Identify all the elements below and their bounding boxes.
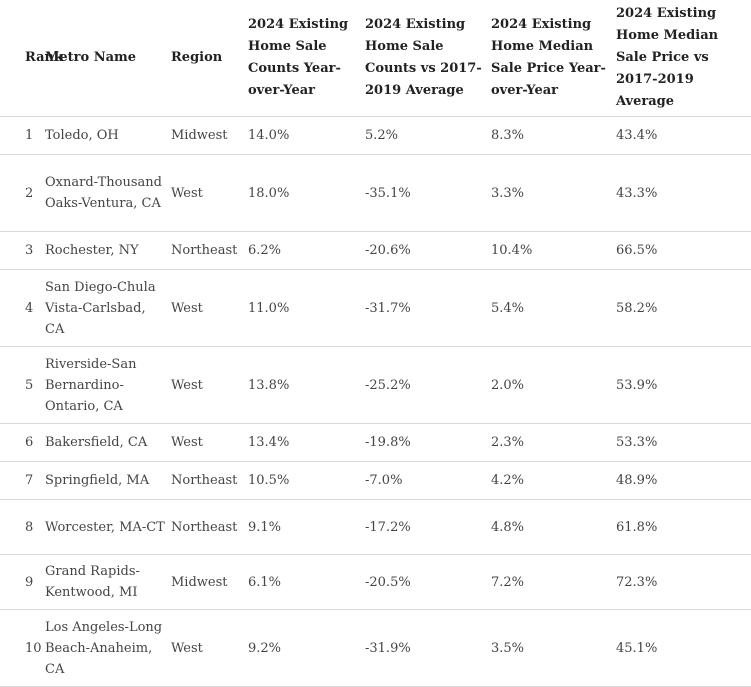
cell-median-price-vs-avg: 45.1% xyxy=(616,640,658,656)
cell-sale-counts-vs-avg: -31.9% xyxy=(365,640,411,656)
header-sale-counts-vs-avg: 2024 Existing Home Sale Counts vs 2017-2… xyxy=(365,17,482,98)
cell-sale-counts-vs-avg: -20.5% xyxy=(365,574,411,590)
cell-sale-counts-vs-avg: -35.1% xyxy=(365,185,411,201)
cell-sale-counts-yoy: 18.0% xyxy=(248,185,290,201)
header-metro-name: Metro Name xyxy=(45,50,137,65)
cell-metro-name: Los Angeles-Long Beach-Anaheim, CA xyxy=(45,619,163,677)
cell-sale-counts-yoy: 9.1% xyxy=(248,519,282,535)
cell-sale-counts-yoy: 14.0% xyxy=(248,128,290,143)
table-row: 1 Toledo, OH Midwest 14.0% 5.2% 8.3% 43.… xyxy=(0,117,751,155)
cell-rank: 10 xyxy=(25,640,42,656)
cell-region: Midwest xyxy=(171,574,228,590)
cell-rank: 1 xyxy=(25,128,34,143)
cell-sale-counts-vs-avg: -17.2% xyxy=(365,519,411,535)
cell-sale-counts-vs-avg: -19.8% xyxy=(365,435,411,450)
cell-rank: 9 xyxy=(25,574,34,590)
header-region: Region xyxy=(171,50,223,65)
table-row: 3 Rochester, NY Northeast 6.2% -20.6% 10… xyxy=(0,232,751,270)
cell-metro-name: Bakersfield, CA xyxy=(45,435,148,450)
cell-metro-name: Toledo, OH xyxy=(45,128,119,143)
cell-sale-counts-yoy: 10.5% xyxy=(248,473,290,488)
cell-median-price-vs-avg: 53.3% xyxy=(616,435,658,450)
cell-metro-name: San Diego-Chula Vista-Carlsbad, CA xyxy=(45,279,156,337)
cell-rank: 2 xyxy=(25,185,34,201)
table-row: 4 San Diego-Chula Vista-Carlsbad, CA Wes… xyxy=(0,270,751,347)
cell-median-price-yoy: 7.2% xyxy=(491,574,525,590)
cell-region: West xyxy=(171,300,203,316)
cell-rank: 3 xyxy=(25,243,34,258)
cell-sale-counts-yoy: 6.1% xyxy=(248,574,282,590)
cell-sale-counts-vs-avg: -7.0% xyxy=(365,473,403,488)
cell-sale-counts-yoy: 6.2% xyxy=(248,243,282,258)
cell-sale-counts-vs-avg: -31.7% xyxy=(365,300,411,316)
cell-region: West xyxy=(171,435,203,450)
cell-rank: 6 xyxy=(25,435,34,450)
table-header: Rank Metro Name Region 2024 Existing Hom… xyxy=(0,0,751,117)
cell-sale-counts-yoy: 11.0% xyxy=(248,300,290,316)
cell-sale-counts-yoy: 13.4% xyxy=(248,435,290,450)
cell-region: Northeast xyxy=(171,243,238,258)
cell-metro-name: Oxnard-Thousand Oaks-Ventura, CA xyxy=(45,175,162,211)
cell-median-price-vs-avg: 58.2% xyxy=(616,300,658,316)
cell-sale-counts-vs-avg: 5.2% xyxy=(365,128,399,143)
cell-sale-counts-yoy: 13.8% xyxy=(248,377,290,393)
cell-metro-name: Springfield, MA xyxy=(45,473,150,488)
cell-metro-name: Riverside-San Bernardino-Ontario, CA xyxy=(45,356,137,414)
cell-median-price-vs-avg: 43.4% xyxy=(616,128,658,143)
cell-rank: 4 xyxy=(25,300,34,316)
cell-median-price-yoy: 4.8% xyxy=(491,519,525,535)
cell-median-price-yoy: 10.4% xyxy=(491,243,533,258)
table-body: 1 Toledo, OH Midwest 14.0% 5.2% 8.3% 43.… xyxy=(0,117,751,687)
header-median-price-yoy: 2024 Existing Home Median Sale Price Yea… xyxy=(491,17,606,98)
cell-region: Midwest xyxy=(171,128,228,143)
cell-metro-name: Rochester, NY xyxy=(45,243,139,258)
cell-region: West xyxy=(171,377,203,393)
cell-region: Northeast xyxy=(171,473,238,488)
cell-median-price-yoy: 2.0% xyxy=(491,377,525,393)
cell-rank: 8 xyxy=(25,519,34,535)
table-row: 7 Springfield, MA Northeast 10.5% -7.0% … xyxy=(0,462,751,500)
cell-metro-name: Worcester, MA-CT xyxy=(45,519,165,535)
cell-median-price-yoy: 2.3% xyxy=(491,435,525,450)
cell-sale-counts-vs-avg: -20.6% xyxy=(365,243,411,258)
cell-rank: 7 xyxy=(25,473,34,488)
cell-sale-counts-yoy: 9.2% xyxy=(248,640,282,656)
cell-rank: 5 xyxy=(25,377,34,393)
table-row: 5 Riverside-San Bernardino-Ontario, CA W… xyxy=(0,347,751,424)
cell-region: West xyxy=(171,640,203,656)
header-rank: Rank xyxy=(25,50,63,65)
cell-median-price-yoy: 4.2% xyxy=(491,473,525,488)
header-median-price-vs-avg: 2024 Existing Home Median Sale Price vs … xyxy=(616,6,719,109)
cell-region: Northeast xyxy=(171,519,238,535)
cell-median-price-vs-avg: 72.3% xyxy=(616,574,658,590)
cell-metro-name: Grand Rapids-Kentwood, MI xyxy=(45,564,140,600)
cell-median-price-vs-avg: 43.3% xyxy=(616,185,658,201)
table-row: 9 Grand Rapids-Kentwood, MI Midwest 6.1%… xyxy=(0,555,751,610)
table-row: 10 Los Angeles-Long Beach-Anaheim, CA We… xyxy=(0,610,751,687)
header-row: Rank Metro Name Region 2024 Existing Hom… xyxy=(0,0,751,117)
cell-median-price-yoy: 3.3% xyxy=(491,185,525,201)
cell-median-price-vs-avg: 48.9% xyxy=(616,473,658,488)
cell-median-price-yoy: 8.3% xyxy=(491,128,525,143)
cell-region: West xyxy=(171,185,203,201)
cell-median-price-yoy: 5.4% xyxy=(491,300,525,316)
cell-sale-counts-vs-avg: -25.2% xyxy=(365,377,411,393)
table-row: 2 Oxnard-Thousand Oaks-Ventura, CA West … xyxy=(0,155,751,232)
header-sale-counts-yoy: 2024 Existing Home Sale Counts Year-over… xyxy=(248,17,349,98)
cell-median-price-vs-avg: 61.8% xyxy=(616,519,658,535)
cell-median-price-vs-avg: 53.9% xyxy=(616,377,658,393)
table-row: 8 Worcester, MA-CT Northeast 9.1% -17.2%… xyxy=(0,500,751,555)
table-row: 6 Bakersfield, CA West 13.4% -19.8% 2.3%… xyxy=(0,424,751,462)
cell-median-price-vs-avg: 66.5% xyxy=(616,243,658,258)
cell-median-price-yoy: 3.5% xyxy=(491,640,525,656)
